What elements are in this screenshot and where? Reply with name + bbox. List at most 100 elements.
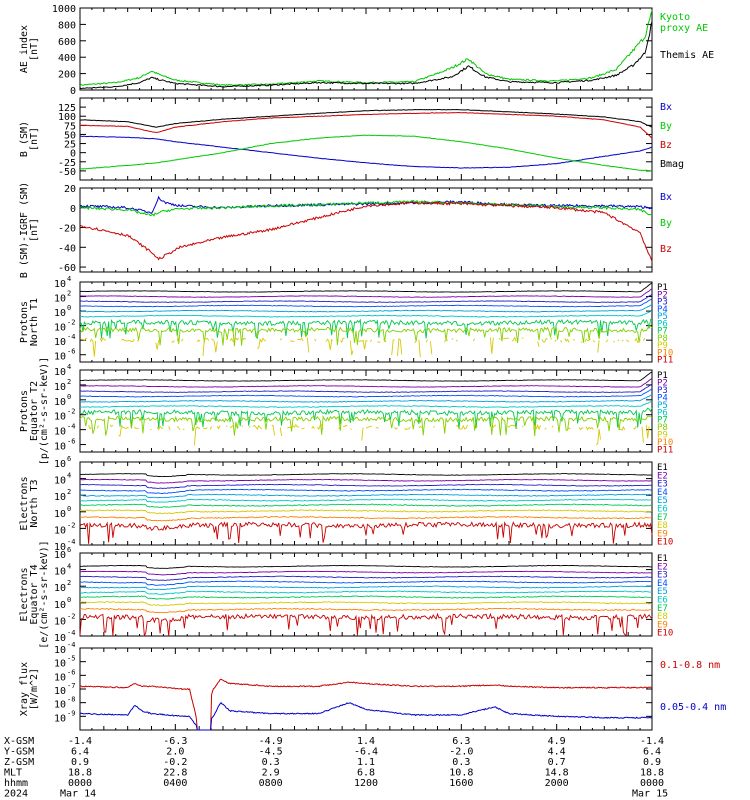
- channel-line-e9: [79, 607, 653, 614]
- ephemeris-row-label: 2024: [4, 789, 28, 800]
- y-tick-label: 10: [54, 600, 66, 611]
- channel-line-p2: [79, 377, 653, 388]
- y-tick-label: 10: [54, 645, 66, 656]
- channel-line-e3: [79, 575, 653, 581]
- y-tick-exponent: -4: [67, 629, 75, 637]
- series-line-bz: [79, 201, 653, 262]
- legend-channel-e7: E7: [657, 604, 668, 614]
- ephemeris-value: -0.2: [163, 757, 187, 768]
- y-tick-label: 10: [54, 567, 66, 578]
- y-tick-label: 10: [54, 323, 66, 334]
- legend-channel-e10: E10: [657, 538, 673, 548]
- ephemeris-value: 1.1: [357, 757, 375, 768]
- legend-channel-p7: P7: [657, 327, 668, 337]
- y-tick-label: 10: [54, 459, 66, 470]
- y-tick-label: 10: [54, 525, 66, 536]
- y-tick-exponent: 4: [67, 275, 71, 283]
- ephemeris-value: 2.9: [262, 768, 280, 779]
- channel-line-e5: [79, 585, 652, 590]
- y-tick-exponent: -2: [67, 612, 75, 620]
- legend-entry: Bz: [660, 244, 672, 255]
- y-tick-exponent: -4: [67, 641, 75, 649]
- ephemeris-value: 18.8: [640, 768, 664, 779]
- y-tick-exponent: -4: [67, 538, 75, 546]
- legend-channel-p8: P8: [657, 423, 668, 433]
- legend-entry: Themis AE: [660, 50, 714, 61]
- y-axis-label: B (SM): [19, 121, 30, 157]
- legend-channel-p11: P11: [657, 356, 673, 366]
- y-tick-label: 400: [58, 53, 76, 64]
- legend-channel-p2: P2: [657, 290, 668, 300]
- channel-line-p1: [80, 371, 653, 382]
- y-axis-label: North T3: [29, 479, 40, 527]
- channel-line-p9: [81, 337, 652, 357]
- y-tick-label: 10: [54, 583, 66, 594]
- channel-line-e10: [79, 521, 653, 544]
- y-tick-exponent: -2: [67, 521, 75, 529]
- channel-line-p3: [79, 294, 653, 303]
- ephemeris-value: 6.4: [71, 747, 89, 758]
- channel-line-e4: [79, 488, 653, 494]
- ephemeris-value: -6.3: [163, 736, 187, 747]
- y-tick-label: 10: [54, 382, 66, 393]
- ephemeris-row-label: MLT: [4, 768, 22, 779]
- y-tick-label: 0: [70, 149, 76, 160]
- y-tick-exponent: -2: [67, 319, 75, 327]
- legend-channel-e1: E1: [657, 463, 668, 473]
- legend-channel-p5: P5: [657, 312, 668, 322]
- ephemeris-row-label: X-GSM: [4, 736, 34, 747]
- y-tick-exponent: 2: [67, 579, 71, 587]
- ephemeris-value: 0000: [68, 778, 92, 789]
- ephemeris-value: 0.9: [643, 757, 661, 768]
- ephemeris-value: 0.7: [548, 757, 566, 768]
- y-tick-label: 0: [70, 204, 76, 215]
- series-line-bx: [79, 195, 653, 215]
- ephemeris-value: 0400: [163, 778, 187, 789]
- ephemeris-row-label: hhmm: [4, 778, 28, 789]
- legend-channel-e3: E3: [657, 480, 668, 490]
- y-axis-label: [e/(cm²-s-sr-keV)]: [39, 540, 50, 648]
- legend-channel-e1: E1: [657, 554, 668, 564]
- legend-channel-e5: E5: [657, 496, 668, 506]
- legend-channel-p3: P3: [657, 298, 668, 308]
- xray-line-1: [79, 701, 653, 731]
- y-tick-label: 10: [54, 308, 66, 319]
- y-tick-label: 200: [58, 70, 76, 81]
- channel-line-e5: [79, 493, 653, 499]
- channel-line-p8: [79, 325, 653, 347]
- ephemeris-value: 2.0: [166, 747, 184, 758]
- y-axis-label: Electrons: [19, 567, 30, 621]
- ephemeris-value: Mar 14: [60, 789, 96, 800]
- y-tick-label: 125: [58, 103, 76, 114]
- y-tick-label: 10: [54, 686, 66, 697]
- y-tick-label: 50: [64, 130, 76, 141]
- y-tick-label: 100: [58, 112, 76, 123]
- y-tick-label: 10: [54, 659, 66, 670]
- ephemeris-value: 10.8: [449, 768, 473, 779]
- legend-channel-p9: P9: [657, 341, 668, 351]
- y-tick-label: 10: [54, 713, 66, 724]
- ephemeris-row-label: Z-GSM: [4, 757, 34, 768]
- y-tick-exponent: 4: [67, 563, 71, 571]
- ephemeris-value: 4.9: [548, 736, 566, 747]
- channel-line-e4: [79, 580, 653, 586]
- legend-channel-p4: P4: [657, 305, 668, 315]
- legend-channel-e4: E4: [657, 579, 668, 589]
- y-tick-label: -60: [58, 263, 76, 274]
- y-tick-exponent: 6: [67, 455, 71, 463]
- ephemeris-value: -1.4: [68, 736, 92, 747]
- y-tick-exponent: -6: [67, 668, 75, 676]
- legend-channel-p11: P11: [657, 446, 673, 456]
- channel-line-p7: [80, 407, 653, 430]
- legend-channel-p5: P5: [657, 401, 668, 411]
- ephemeris-value: 22.8: [163, 768, 187, 779]
- channel-line-p4: [79, 298, 653, 308]
- channel-line-p2: [80, 288, 653, 298]
- legend-channel-e8: E8: [657, 521, 668, 531]
- y-tick-exponent: -5: [67, 655, 75, 663]
- series-line-themis-ae: [79, 21, 653, 90]
- y-tick-label: 10: [54, 337, 66, 348]
- y-tick-label: 600: [58, 37, 76, 48]
